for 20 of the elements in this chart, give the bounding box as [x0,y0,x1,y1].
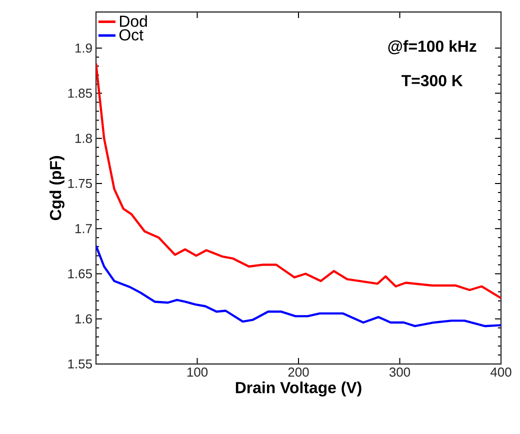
x-tick-label: 200 [288,368,309,377]
y-tick-label: 1.9 [75,44,92,53]
annotation: @f=100 kHz [388,40,476,54]
annotation: T=300 K [402,74,463,86]
x-tick-label: 300 [389,368,410,377]
x-tick-label: 400 [490,368,512,377]
legend-label: Oct [119,29,144,41]
x-axis-title: Drain Voltage (V) [236,382,362,396]
line-series [96,62,502,300]
y-tick-label: 1.75 [68,178,92,188]
legend-label: Dod [120,15,147,27]
y-tick-label: 1.8 [75,134,92,143]
y-tick-label: 1.55 [68,359,92,369]
y-tick-label: 1.7 [75,224,92,234]
y-tick-label: 1.6 [75,314,92,324]
y-tick-label: 1.65 [68,269,92,278]
y-tick-label: 1.85 [68,88,92,98]
y-axis-title: Cgd (pF) [50,156,64,220]
line-series [96,244,502,328]
x-tick-label: 100 [187,368,208,377]
